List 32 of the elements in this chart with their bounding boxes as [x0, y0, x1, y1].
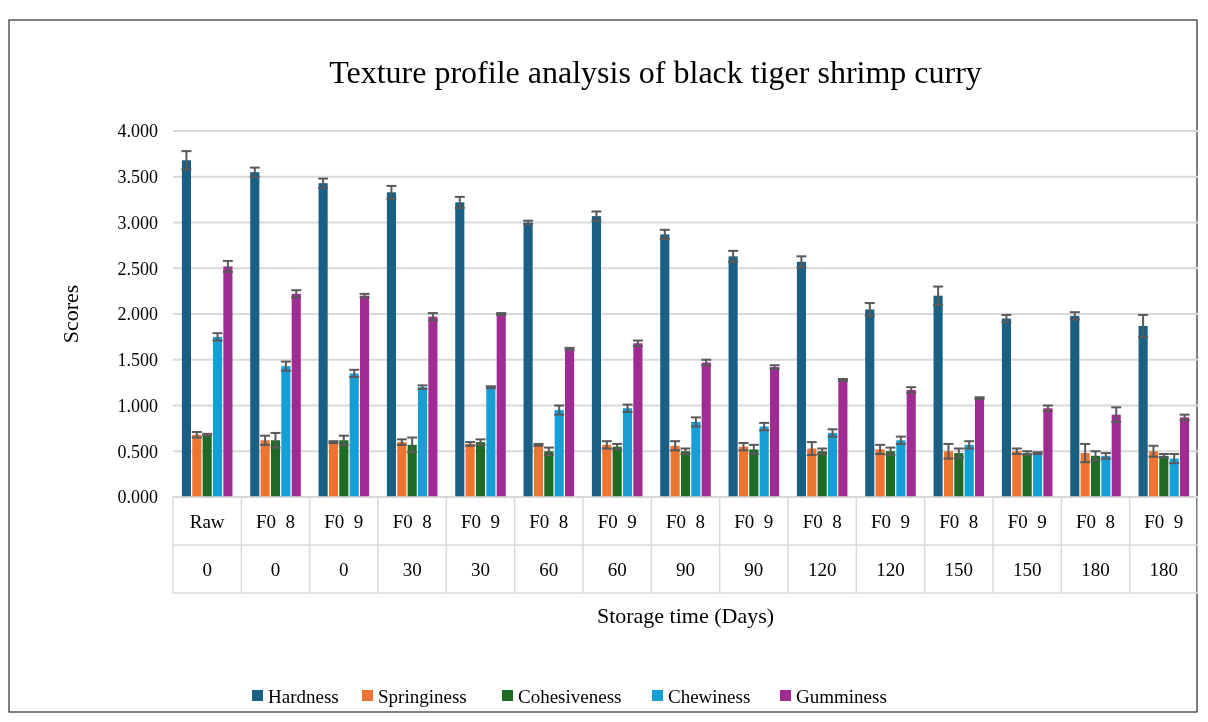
y-tick-label: 0.000: [117, 487, 158, 508]
legend-label: Cohesiveness: [518, 685, 622, 707]
y-tick-label: 1.500: [117, 350, 158, 371]
y-tick-label: 1.000: [117, 395, 158, 416]
category-label: F0 9 180: [1144, 510, 1184, 580]
category-label: F0 9 30: [460, 510, 501, 580]
category-label: F0 8 90: [665, 510, 706, 580]
category-label: F0 8 150: [939, 510, 979, 580]
legend-label: Chewiness: [668, 685, 751, 707]
y-tick-label: 3.000: [117, 212, 158, 233]
legend-label: Gumminess: [796, 685, 887, 707]
category-label: F0 8 0: [255, 510, 296, 580]
category-label: F0 9 150: [1007, 510, 1047, 580]
category-label: F0 8 30: [392, 510, 432, 580]
legend-label: Hardness: [268, 685, 339, 707]
category-label: F0 8 180: [1075, 510, 1116, 580]
y-tick-label: 3.500: [117, 167, 158, 188]
category-label: F0 9 120: [870, 510, 911, 580]
y-tick-label: 2.000: [117, 304, 158, 325]
category-label: F0 9 60: [597, 510, 637, 580]
category-label: Raw 0: [189, 510, 225, 580]
y-tick-label: 2.500: [117, 258, 158, 279]
y-axis-title: Scores: [58, 284, 83, 344]
legend-label: Springiness: [378, 685, 467, 707]
category-label: F0 8 60: [529, 510, 569, 580]
y-tick-label: 4.000: [117, 121, 158, 142]
y-tick-label: 0.500: [117, 441, 158, 462]
category-label: F0 9 0: [324, 510, 364, 580]
chart-title: Texture profile analysis of black tiger shrimp curry: [329, 54, 982, 90]
category-label: F0 9 90: [734, 510, 774, 580]
category-label: F0 8 120: [802, 510, 842, 580]
x-axis-title: Storage time (Days): [596, 603, 775, 628]
